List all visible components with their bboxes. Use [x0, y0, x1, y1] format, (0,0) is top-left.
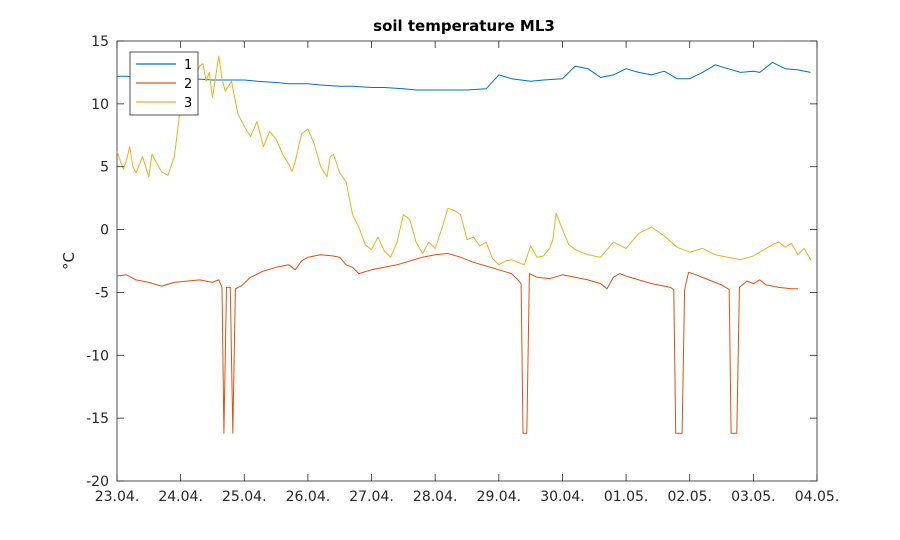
- series-line-2: [116, 253, 798, 434]
- legend: 1 2 3: [129, 51, 199, 116]
- y-tick-label: 15: [91, 34, 109, 50]
- y-tick-label: -20: [86, 474, 109, 490]
- x-tick-label: 01.05.: [604, 489, 649, 505]
- x-tick-label: 26.04.: [286, 489, 331, 505]
- y-tick-label: -15: [86, 411, 109, 427]
- y-tick-label: 0: [100, 223, 109, 239]
- x-tick-label: 24.04.: [158, 489, 203, 505]
- plot-area: [116, 40, 818, 482]
- x-tick-label: 27.04.: [349, 489, 394, 505]
- legend-label: 2: [184, 77, 192, 92]
- x-tick-label: 30.04.: [540, 489, 585, 505]
- chart-title: soil temperature ML3: [373, 17, 555, 35]
- series-line-1: [117, 61, 811, 91]
- plot-frame: [116, 40, 818, 482]
- legend-label: 1: [184, 58, 192, 73]
- y-tick-label: 5: [100, 160, 109, 176]
- legend-label: 3: [184, 96, 192, 111]
- x-tick-label: 04.05.: [795, 489, 840, 505]
- x-tick-label: 02.05.: [667, 489, 712, 505]
- y-tick-label: -5: [95, 285, 109, 301]
- x-tick-label: 25.04.: [222, 489, 267, 505]
- y-tick-label: -10: [86, 348, 109, 364]
- x-axis: 23.04. 24.04. 25.04. 26.04. 27.04. 28.04. 29.0…: [95, 41, 840, 505]
- x-tick-label: 28.04.: [413, 489, 458, 505]
- y-axis-title: °C: [60, 252, 78, 270]
- y-tick-label: 10: [91, 97, 109, 113]
- x-tick-label: 03.05.: [731, 489, 776, 505]
- y-axis: 15 10 5 0 -5 -10 -15 -20: [86, 34, 817, 490]
- x-tick-label: 29.04.: [477, 489, 522, 505]
- x-tick-label: 23.04.: [95, 489, 140, 505]
